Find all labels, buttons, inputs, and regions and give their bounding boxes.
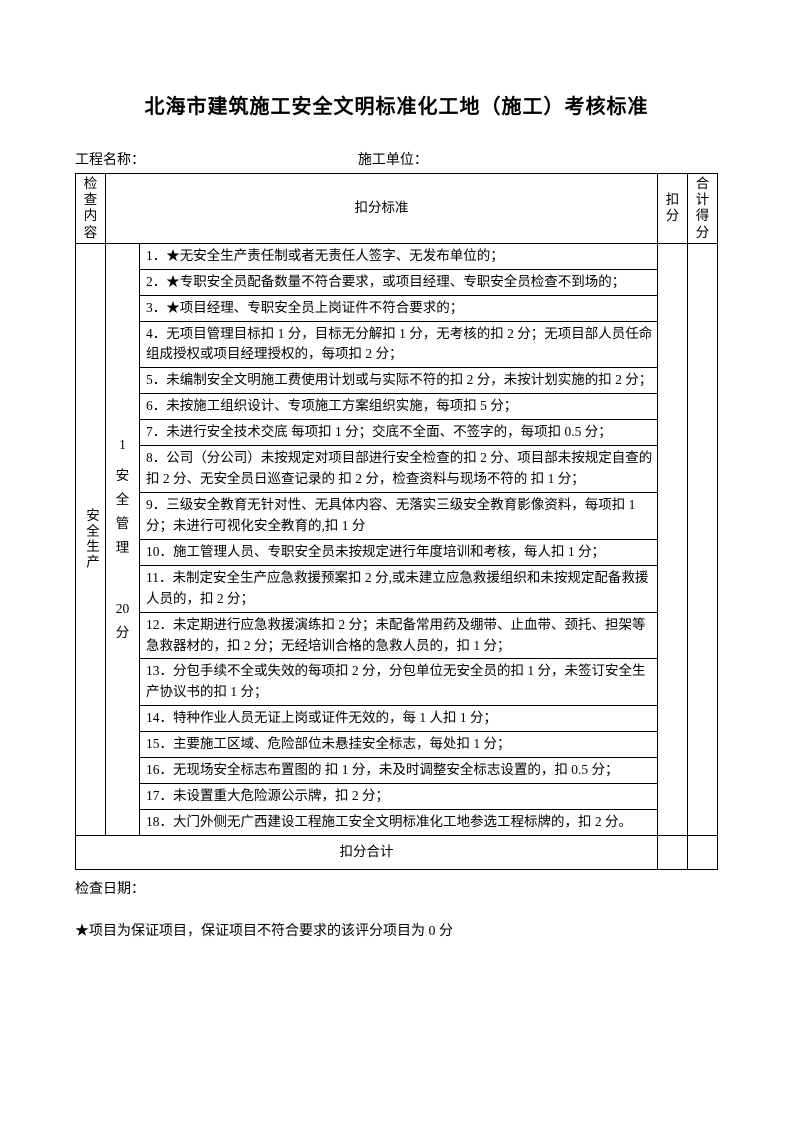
table-row: 13．分包手续不全或失效的每项扣 2 分，分包单位无安全员的扣 1 分，未签订安…: [76, 659, 718, 706]
deduct-cell: [658, 243, 688, 835]
subtotal-row: 扣分合计: [76, 835, 718, 869]
criteria-cell: 1．★无安全生产责任制或者无责任人签字、无发布单位的；: [140, 243, 658, 269]
section-name: 安 全 管 理: [110, 464, 135, 561]
criteria-cell: 4．无项目管理目标扣 1 分，目标无分解扣 1 分，无考核的扣 2 分；无项目部…: [140, 321, 658, 368]
criteria-cell: 8．公司（分公司）未按规定对项目部进行安全检查的扣 2 分、项目部未按规定自查的…: [140, 446, 658, 493]
table-row: 14．特种作业人员无证上岗或证件无效的，每 1 人扣 1 分；: [76, 706, 718, 732]
table-row: 安全生产 1 安 全 管 理 20 分 1．★无安全生产责任制或者无责任人签字、…: [76, 243, 718, 269]
criteria-cell: 11．未制定安全生产应急救援预案扣 2 分,或未建立应急救援组织和未按规定配备救…: [140, 565, 658, 612]
section-cell: 1 安 全 管 理 20 分: [106, 243, 140, 835]
table-row: 4．无项目管理目标扣 1 分，目标无分解扣 1 分，无考核的扣 2 分；无项目部…: [76, 321, 718, 368]
category-cell: 安全生产: [76, 243, 106, 835]
criteria-cell: 17．未设置重大危险源公示牌，扣 2 分；: [140, 784, 658, 810]
table-row: 16．无现场安全标志布置图的 扣 1 分，未及时调整安全标志设置的，扣 0.5 …: [76, 758, 718, 784]
criteria-cell: 6．未按施工组织设计、专项施工方案组织实施，每项扣 5 分；: [140, 394, 658, 420]
criteria-cell: 2．★专职安全员配备数量不符合要求，或项目经理、专职安全员检查不到场的；: [140, 269, 658, 295]
table-row: 7．未进行安全技术交底 每项扣 1 分；交底不全面、不签字的，每项扣 0.5 分…: [76, 420, 718, 446]
header-check-content: 检查 内容: [76, 174, 106, 244]
table-row: 18．大门外侧无广西建设工程施工安全文明标准化工地参选工程标牌的，扣 2 分。: [76, 809, 718, 835]
project-name-label: 工程名称：: [75, 149, 358, 169]
criteria-cell: 18．大门外侧无广西建设工程施工安全文明标准化工地参选工程标牌的，扣 2 分。: [140, 809, 658, 835]
table-row: 12．未定期进行应急救援演练扣 2 分；未配备常用药及绷带、止血带、颈托、担架等…: [76, 612, 718, 659]
assessment-table: 检查 内容 扣分标准 扣分 合计 得分 安全生产 1 安 全 管 理 20 分 …: [75, 173, 718, 870]
construction-unit-label: 施工单位：: [358, 149, 718, 169]
table-row: 5．未编制安全文明施工费使用计划或与实际不符的扣 2 分，未按计划实施的扣 2 …: [76, 368, 718, 394]
section-score1: 20: [110, 597, 135, 621]
criteria-cell: 5．未编制安全文明施工费使用计划或与实际不符的扣 2 分，未按计划实施的扣 2 …: [140, 368, 658, 394]
section-score2: 分: [110, 621, 135, 645]
page-title: 北海市建筑施工安全文明标准化工地（施工）考核标准: [75, 90, 718, 119]
table-row: 3．★项目经理、专职安全员上岗证件不符合要求的；: [76, 295, 718, 321]
table-header-row: 检查 内容 扣分标准 扣分 合计 得分: [76, 174, 718, 244]
criteria-cell: 10．施工管理人员、专职安全员未按规定进行年度培训和考核，每人扣 1 分；: [140, 539, 658, 565]
subtotal-deduct: [658, 835, 688, 869]
form-header: 工程名称： 施工单位：: [75, 149, 718, 169]
subtotal-total: [688, 835, 718, 869]
subtotal-label: 扣分合计: [76, 835, 658, 869]
total-cell: [688, 243, 718, 835]
criteria-cell: 7．未进行安全技术交底 每项扣 1 分；交底不全面、不签字的，每项扣 0.5 分…: [140, 420, 658, 446]
table-row: 2．★专职安全员配备数量不符合要求，或项目经理、专职安全员检查不到场的；: [76, 269, 718, 295]
criteria-cell: 3．★项目经理、专职安全员上岗证件不符合要求的；: [140, 295, 658, 321]
section-number: 1: [110, 433, 135, 457]
criteria-cell: 12．未定期进行应急救援演练扣 2 分；未配备常用药及绷带、止血带、颈托、担架等…: [140, 612, 658, 659]
footnote: ★项目为保证项目，保证项目不符合要求的该评分项目为 0 分: [75, 920, 718, 940]
criteria-cell: 16．无现场安全标志布置图的 扣 1 分，未及时调整安全标志设置的，扣 0.5 …: [140, 758, 658, 784]
table-row: 11．未制定安全生产应急救援预案扣 2 分,或未建立应急救援组织和未按规定配备救…: [76, 565, 718, 612]
table-row: 9．三级安全教育无针对性、无具体内容、无落实三级安全教育影像资料，每项扣 1 分…: [76, 492, 718, 539]
check-date-label: 检查日期：: [75, 878, 718, 898]
header-criteria: 扣分标准: [106, 174, 658, 244]
criteria-cell: 14．特种作业人员无证上岗或证件无效的，每 1 人扣 1 分；: [140, 706, 658, 732]
criteria-cell: 13．分包手续不全或失效的每项扣 2 分，分包单位无安全员的扣 1 分，未签订安…: [140, 659, 658, 706]
criteria-cell: 9．三级安全教育无针对性、无具体内容、无落实三级安全教育影像资料，每项扣 1 分…: [140, 492, 658, 539]
table-row: 15．主要施工区域、危险部位未悬挂安全标志，每处扣 1 分；: [76, 732, 718, 758]
header-deduct: 扣分: [658, 174, 688, 244]
table-row: 6．未按施工组织设计、专项施工方案组织实施，每项扣 5 分；: [76, 394, 718, 420]
table-row: 17．未设置重大危险源公示牌，扣 2 分；: [76, 784, 718, 810]
table-row: 8．公司（分公司）未按规定对项目部进行安全检查的扣 2 分、项目部未按规定自查的…: [76, 446, 718, 493]
header-total: 合计 得分: [688, 174, 718, 244]
criteria-cell: 15．主要施工区域、危险部位未悬挂安全标志，每处扣 1 分；: [140, 732, 658, 758]
table-row: 10．施工管理人员、专职安全员未按规定进行年度培训和考核，每人扣 1 分；: [76, 539, 718, 565]
